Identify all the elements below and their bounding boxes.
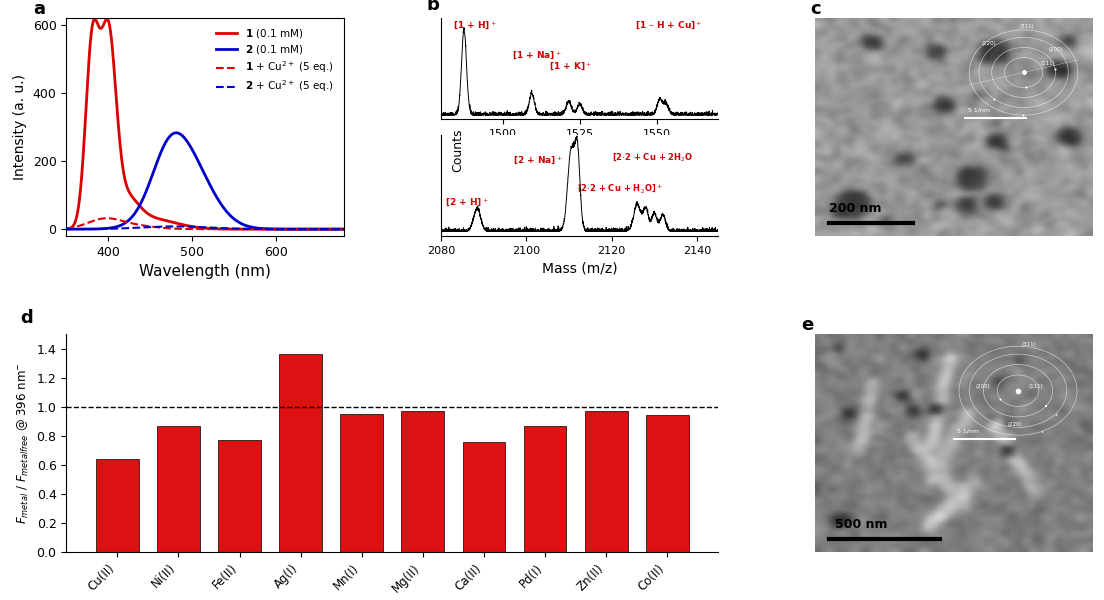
- Bar: [523, 425, 566, 552]
- Text: 200 nm: 200 nm: [829, 202, 882, 215]
- Y-axis label: Intensity (a. u.): Intensity (a. u.): [13, 74, 28, 180]
- Bar: [157, 425, 200, 552]
- Text: [1 – H + Cu]$^+$: [1 – H + Cu]$^+$: [635, 19, 702, 31]
- Bar: [340, 414, 383, 552]
- Text: c: c: [810, 0, 820, 17]
- Text: a: a: [33, 0, 45, 17]
- Bar: [585, 411, 627, 552]
- Bar: [279, 355, 322, 552]
- Text: 5 1/nm: 5 1/nm: [968, 108, 990, 113]
- Text: [2 + Na]$^+$: [2 + Na]$^+$: [513, 154, 563, 166]
- Text: e: e: [802, 316, 814, 334]
- Y-axis label: $F_{metal}$ / $F_{metal free}$ @ 396 nm$^{-}$: $F_{metal}$ / $F_{metal free}$ @ 396 nm$…: [15, 362, 31, 524]
- Bar: [402, 411, 444, 552]
- Bar: [646, 415, 689, 552]
- Text: b: b: [427, 0, 439, 14]
- Bar: [96, 459, 139, 552]
- Legend: $\mathbf{1}$ (0.1 mM), $\mathbf{2}$ (0.1 mM), $\mathbf{1}$ + Cu$^{2+}$ (5 eq.), : $\mathbf{1}$ (0.1 mM), $\mathbf{2}$ (0.1…: [212, 23, 339, 98]
- Text: [1 + K]$^+$: [1 + K]$^+$: [549, 60, 592, 72]
- Text: Counts: Counts: [452, 128, 465, 172]
- Bar: [219, 440, 261, 552]
- Text: [1 + H]$^+$: [1 + H]$^+$: [453, 19, 497, 31]
- Text: [2$\cdot$2 + Cu + 2H$_2$O: [2$\cdot$2 + Cu + 2H$_2$O: [612, 151, 693, 163]
- Text: [2$\cdot$2 + Cu + H$_2$O]$^+$: [2$\cdot$2 + Cu + H$_2$O]$^+$: [577, 182, 664, 196]
- X-axis label: Mass (m/z): Mass (m/z): [542, 261, 617, 275]
- Text: 5 1/nm: 5 1/nm: [957, 428, 979, 433]
- Text: [1 + Na]$^+$: [1 + Na]$^+$: [512, 49, 562, 61]
- Text: [2 + H]$^+$: [2 + H]$^+$: [445, 196, 489, 208]
- Text: 500 nm: 500 nm: [835, 518, 888, 531]
- X-axis label: Wavelength (nm): Wavelength (nm): [139, 264, 270, 279]
- Text: d: d: [21, 309, 33, 327]
- Bar: [463, 442, 506, 552]
